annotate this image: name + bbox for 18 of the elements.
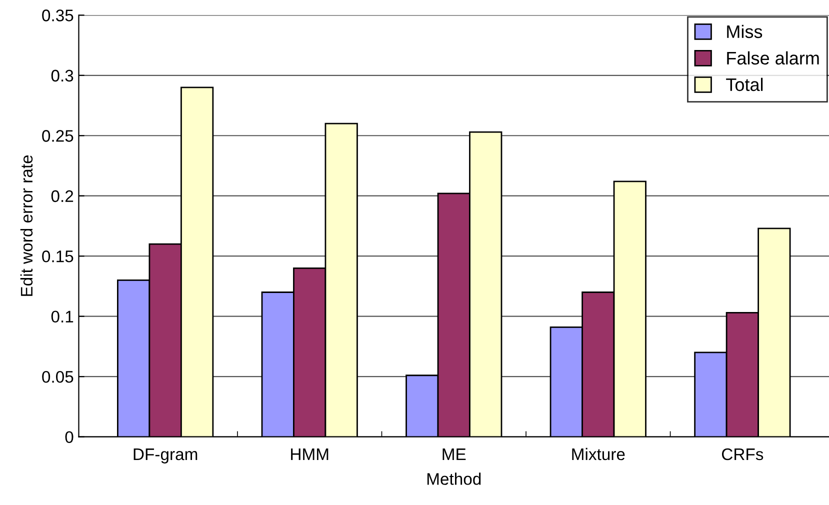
x-tick-label: DF-gram (134, 448, 198, 464)
y-axis-title: Edit word error rate (20, 155, 33, 296)
x-axis-title: Method (427, 472, 481, 485)
y-tick-label: 0.2 (51, 190, 74, 202)
y-tick-label: 0.05 (42, 370, 74, 383)
x-tick-label: ME (442, 448, 466, 460)
y-tick-label: 0.3 (51, 70, 74, 82)
x-tick-label: HMM (291, 448, 328, 460)
legend-label: False alarm (727, 51, 819, 65)
y-tick-label: 0.1 (51, 310, 74, 323)
y-tick-label: 0 (65, 431, 74, 444)
legend-label: Miss (727, 24, 762, 38)
legend-label: Total (726, 78, 763, 92)
y-tick-label: 0.15 (42, 250, 74, 262)
x-tick-label: CRFs (722, 448, 764, 460)
x-tick-label: Mixture (572, 448, 625, 460)
y-tick-label: 0.35 (42, 10, 74, 22)
y-tick-label: 0.25 (42, 130, 74, 142)
